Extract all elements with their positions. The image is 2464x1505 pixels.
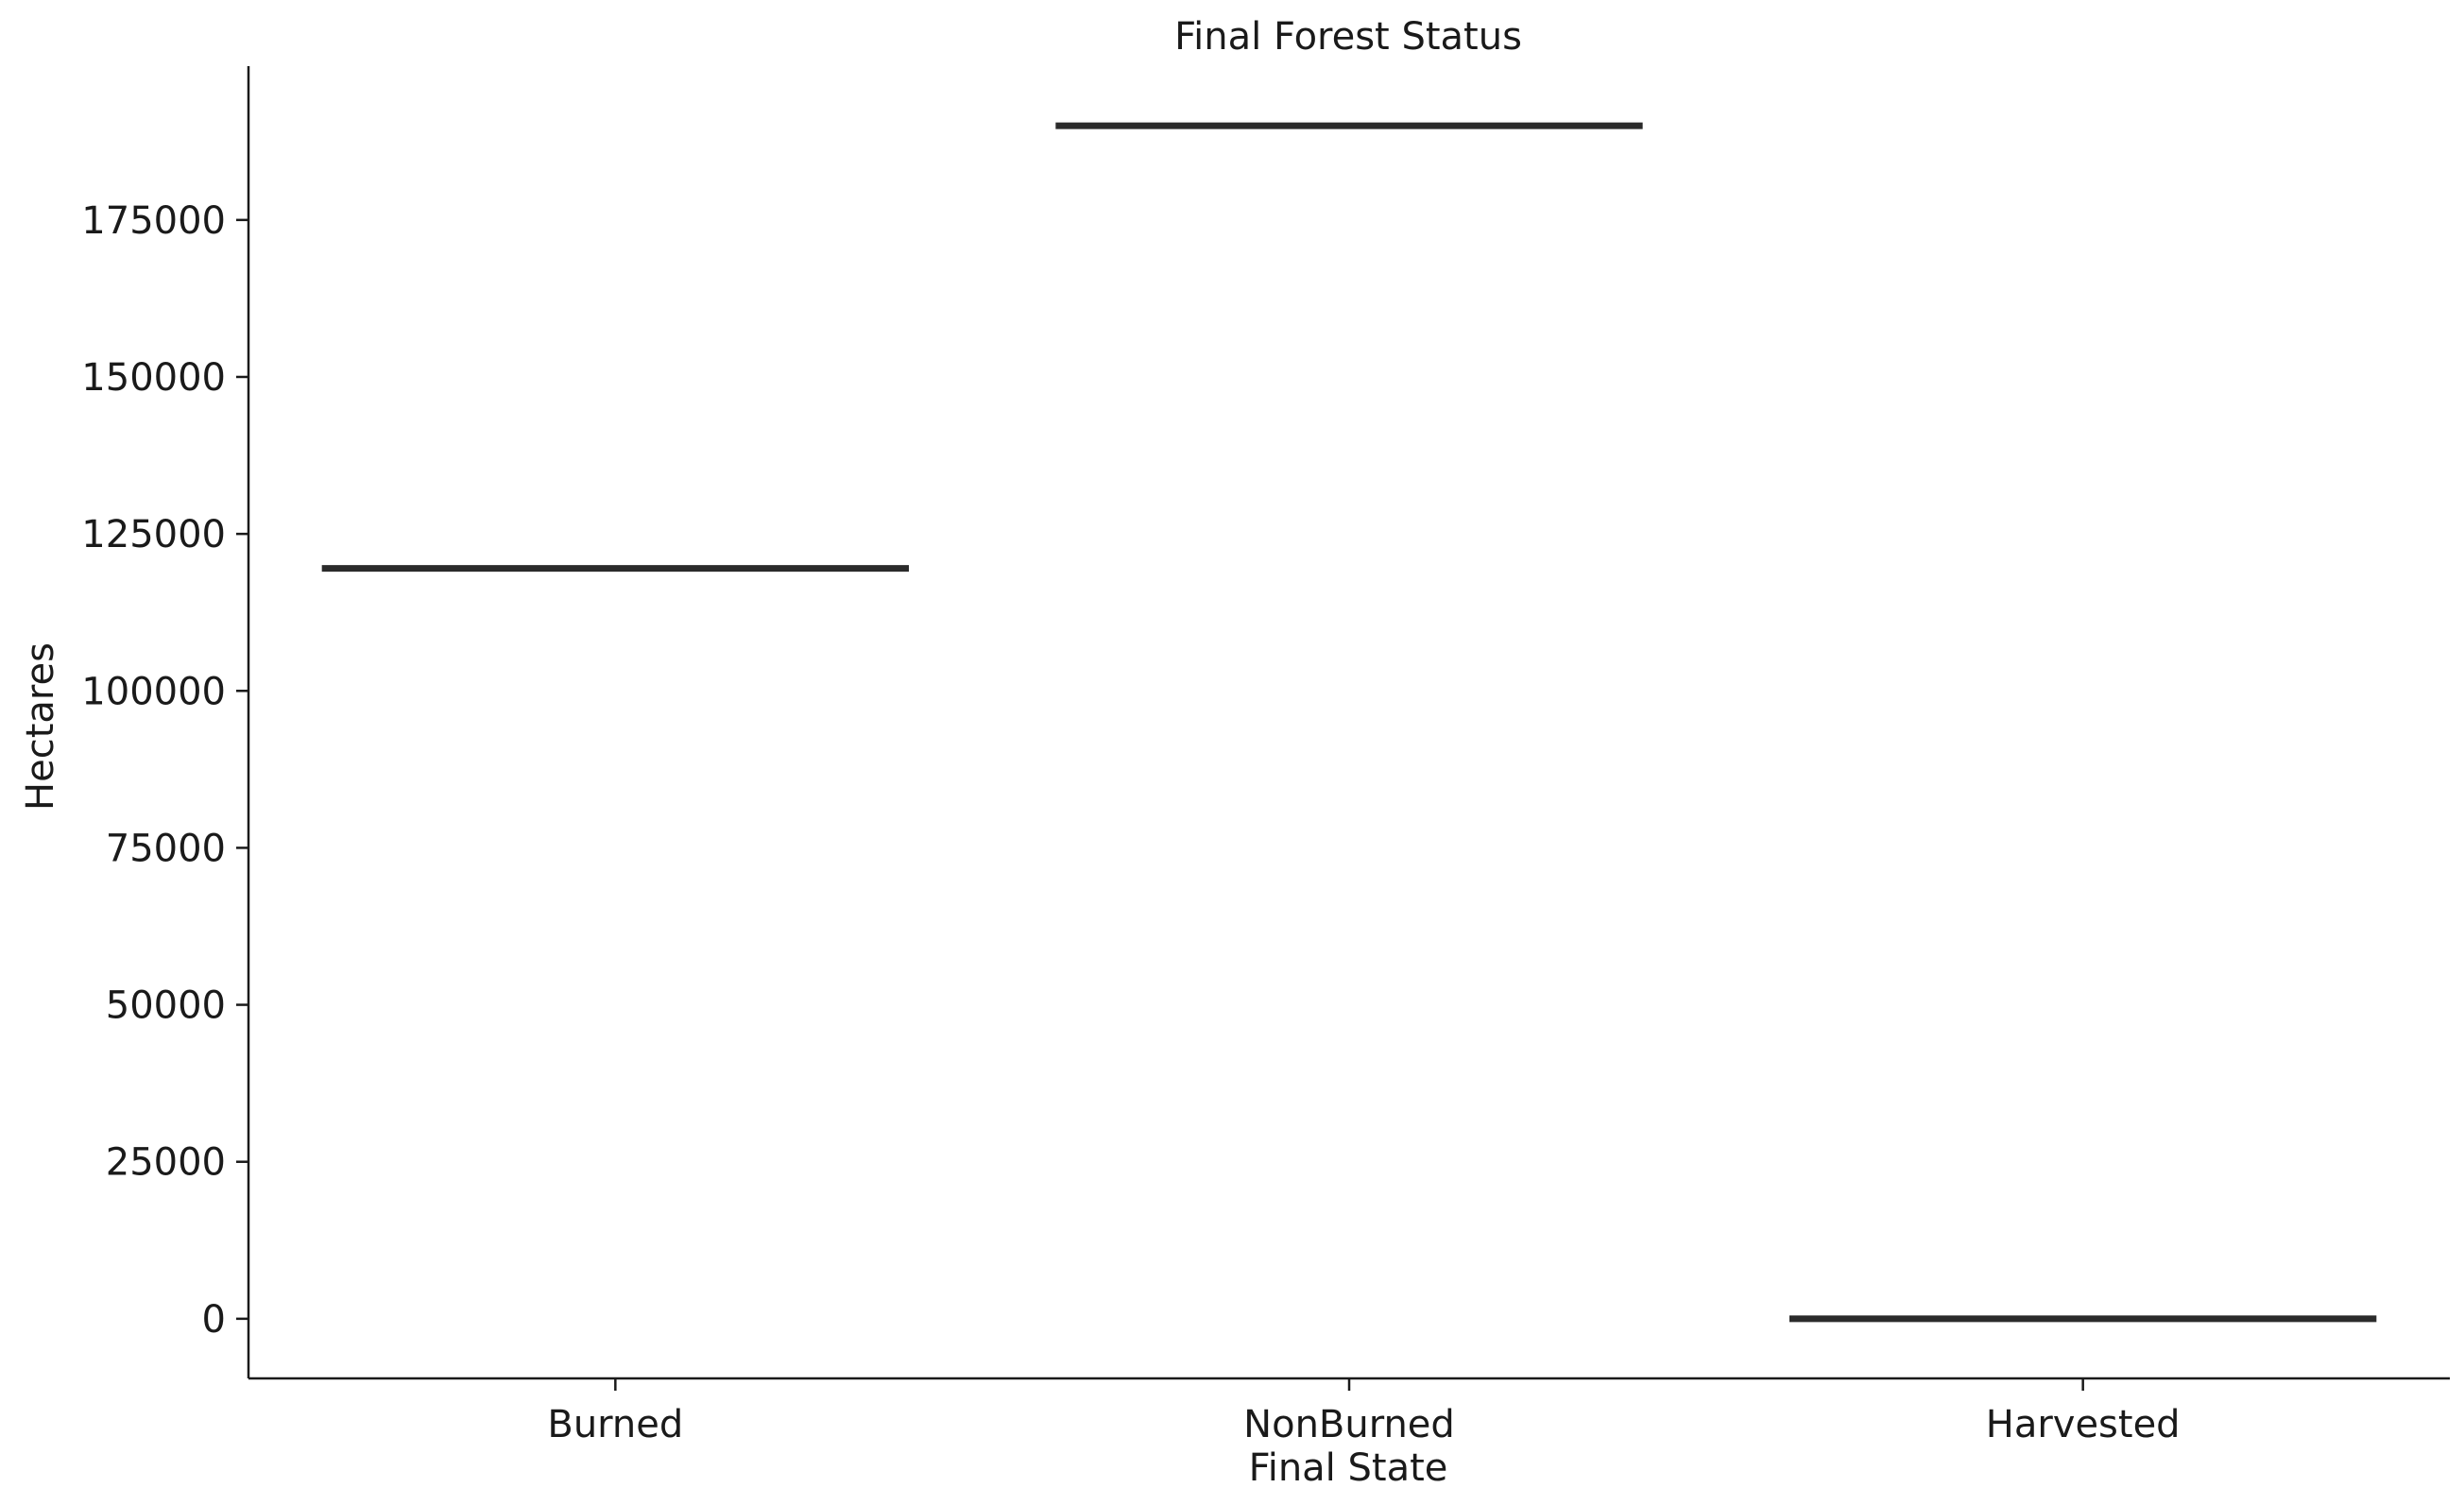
x-tick-label: Burned <box>547 1403 683 1446</box>
y-tick-label: 125000 <box>81 513 226 556</box>
y-tick-label: 0 <box>202 1298 226 1342</box>
x-tick-label: Harvested <box>1986 1403 2181 1446</box>
y-tick-label: 50000 <box>106 984 226 1028</box>
data-marks <box>321 122 2377 1323</box>
chart-title: Final Forest Status <box>1174 15 1522 59</box>
x-axis-ticks: Burned NonBurned Harvested <box>547 1378 2181 1446</box>
x-axis-label: Final State <box>1249 1446 1448 1490</box>
x-tick-label: NonBurned <box>1243 1403 1455 1446</box>
y-axis-ticks: 0 25000 50000 75000 100000 125000 150000 175000 <box>81 199 248 1342</box>
y-tick-label: 150000 <box>81 356 226 400</box>
y-tick-label: 25000 <box>106 1141 226 1185</box>
y-axis-label: Hectares <box>19 642 62 811</box>
y-tick-label: 75000 <box>106 827 226 870</box>
y-tick-label: 100000 <box>81 670 226 713</box>
y-tick-label: 175000 <box>81 199 226 243</box>
